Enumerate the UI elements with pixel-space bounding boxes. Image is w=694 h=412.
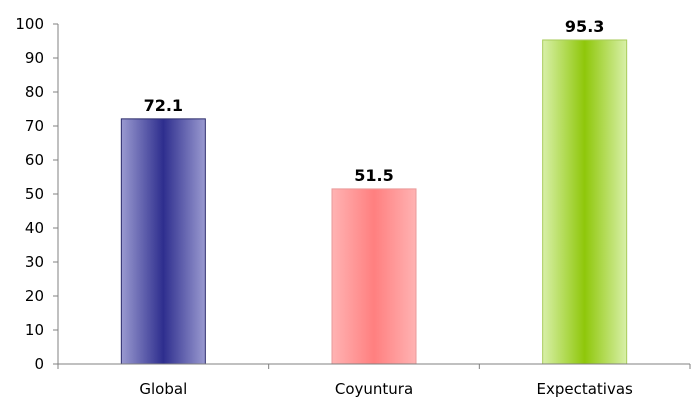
y-tick-label: 60 bbox=[25, 151, 44, 169]
y-tick-label: 100 bbox=[15, 15, 44, 33]
y-tick-label: 10 bbox=[25, 321, 44, 339]
y-tick-label: 70 bbox=[25, 117, 44, 135]
y-tick-label: 30 bbox=[25, 253, 44, 271]
data-label-coyuntura: 51.5 bbox=[354, 166, 393, 185]
data-label-expectativas: 95.3 bbox=[565, 17, 604, 36]
y-tick-label: 20 bbox=[25, 287, 44, 305]
labels-layer: 72.1 Global 51.5 Coyuntura 95.3 Expectativas bbox=[139, 17, 633, 398]
y-tick-label: 0 bbox=[34, 355, 44, 373]
bar-expectativas bbox=[542, 39, 628, 365]
y-tick-label: 90 bbox=[25, 49, 44, 67]
bars-layer bbox=[120, 39, 628, 365]
data-label-global: 72.1 bbox=[144, 96, 183, 115]
axis-layer: 0 10 20 30 40 50 60 70 80 90 100 bbox=[15, 15, 691, 373]
bar-global bbox=[120, 118, 206, 365]
bar-coyuntura bbox=[331, 188, 417, 365]
x-tick-label-coyuntura: Coyuntura bbox=[335, 380, 413, 398]
y-tick-label: 80 bbox=[25, 83, 44, 101]
x-tick-label-global: Global bbox=[139, 380, 187, 398]
y-tick-label: 50 bbox=[25, 185, 44, 203]
y-tick-label: 40 bbox=[25, 219, 44, 237]
x-tick-label-expectativas: Expectativas bbox=[536, 380, 633, 398]
